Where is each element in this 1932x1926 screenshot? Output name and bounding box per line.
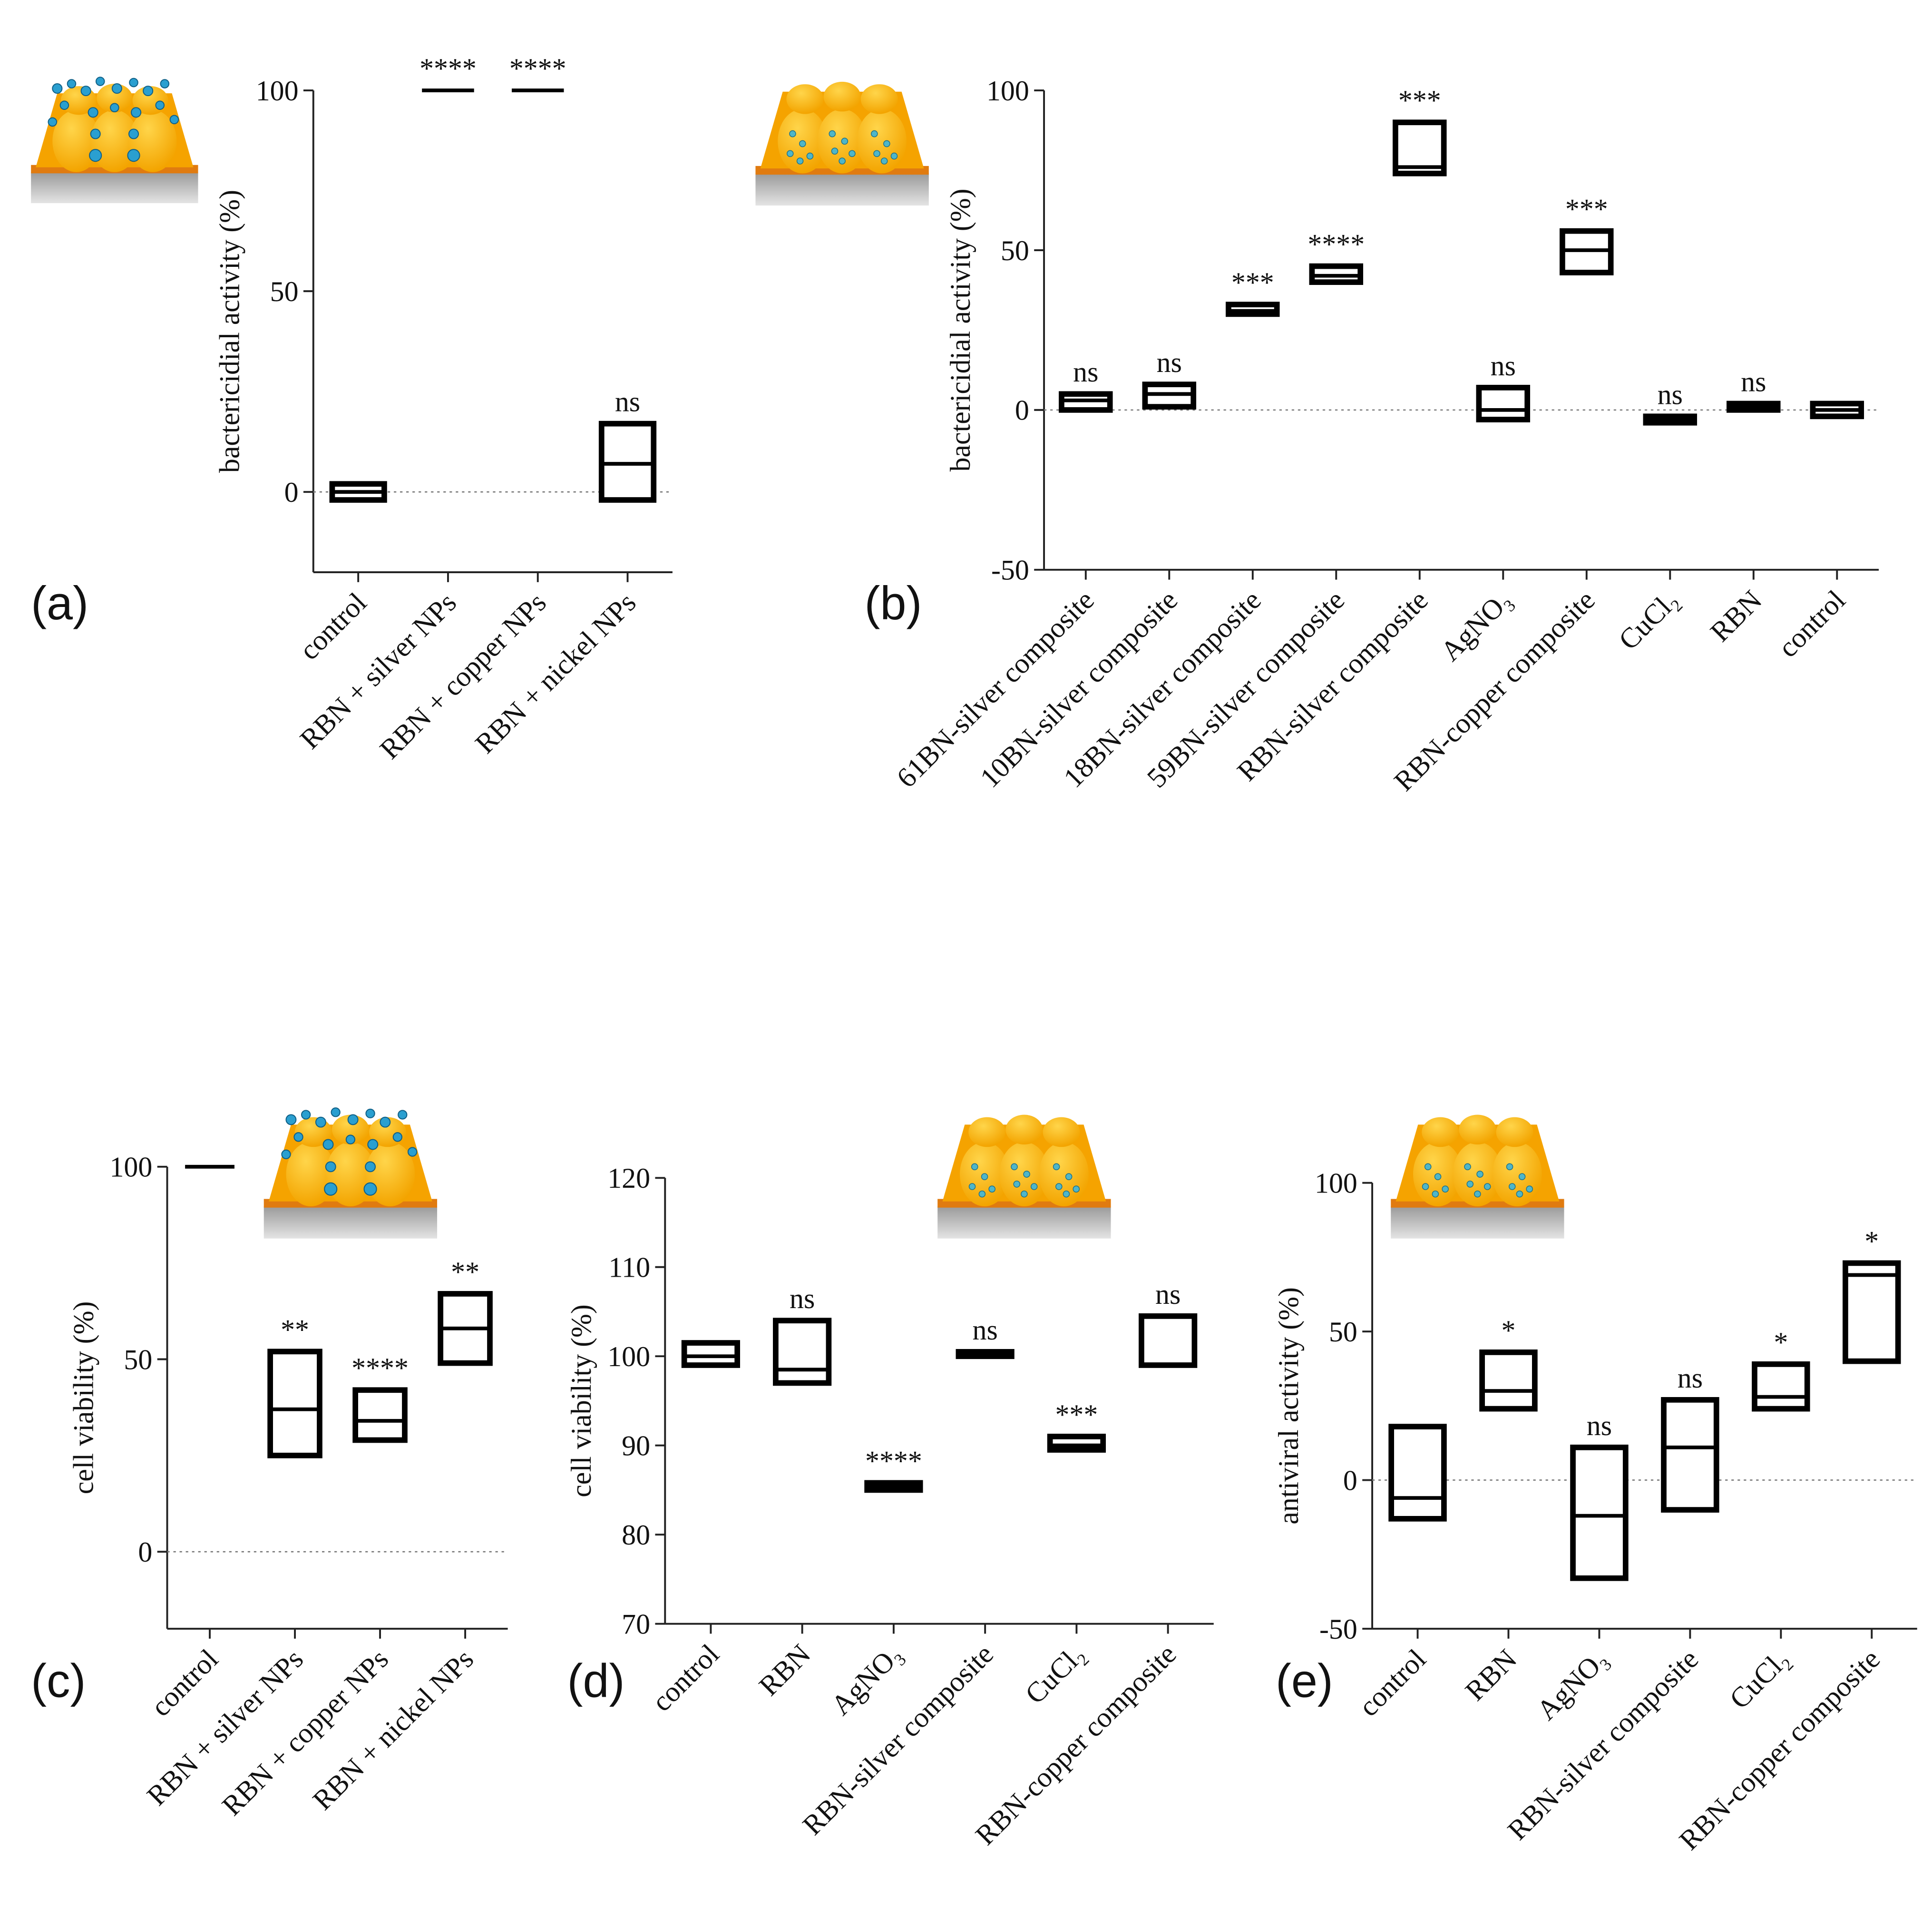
range-box xyxy=(1661,1397,1719,1513)
significance-label: **** xyxy=(420,53,477,84)
y-tick-label: 50 xyxy=(1329,1316,1357,1348)
range-box xyxy=(598,420,657,503)
y-tick-label: 100 xyxy=(986,75,1029,107)
illustration xyxy=(1391,1115,1564,1239)
significance-label: *** xyxy=(1565,194,1608,225)
y-tick-label: 0 xyxy=(1343,1465,1357,1496)
x-tick-label: control xyxy=(145,1643,224,1722)
range-box xyxy=(1139,1313,1198,1368)
y-axis-label: bactericidial activity (%) xyxy=(945,188,976,471)
y-axis-label: cell viability (%) xyxy=(68,1301,99,1495)
x-tick-label: RBN + copper NPs xyxy=(374,587,552,765)
significance-label: ns xyxy=(1658,379,1683,410)
range-box xyxy=(1570,1445,1629,1581)
x-tick-label: CuCl₂ xyxy=(1019,1638,1091,1710)
x-tick-label: AgNO₃ xyxy=(1434,584,1517,667)
x-tick-label: AgNO₃ xyxy=(825,1638,908,1721)
significance-label: ns xyxy=(1678,1362,1703,1394)
x-tick-label: CuCl₂ xyxy=(1612,584,1684,656)
y-tick-label: 50 xyxy=(1001,235,1029,266)
significance-label: **** xyxy=(351,1352,409,1384)
y-axis-label: antiviral activity (%) xyxy=(1273,1287,1304,1525)
significance-label: **** xyxy=(1308,229,1365,260)
y-tick-label: 80 xyxy=(622,1519,650,1551)
y-tick-label: 110 xyxy=(608,1252,650,1283)
panel-label: (e) xyxy=(1276,1654,1333,1707)
x-tick-label: control xyxy=(1772,584,1852,664)
significance-label: ns xyxy=(790,1283,815,1314)
illustration xyxy=(31,77,198,204)
x-tick-label: RBN + nickel NPs xyxy=(307,1643,479,1816)
y-tick-label: 100 xyxy=(256,75,299,107)
x-tick-label: RBN + nickel NPs xyxy=(469,587,642,759)
range-box xyxy=(1476,384,1531,422)
illustration xyxy=(937,1115,1111,1239)
range-box xyxy=(773,1318,832,1386)
panel-label: (a) xyxy=(31,577,88,629)
x-tick-label: RBN xyxy=(1459,1643,1523,1707)
x-tick-label: control xyxy=(1353,1643,1432,1722)
range-box xyxy=(1388,1424,1447,1522)
illustration xyxy=(755,81,929,206)
panel-label: (b) xyxy=(864,577,922,629)
y-axis-label: cell viability (%) xyxy=(566,1304,597,1497)
range-box xyxy=(1752,1361,1810,1412)
y-axis-label: bactericidial activity (%) xyxy=(214,190,245,473)
significance-label: *** xyxy=(1231,267,1274,298)
y-tick-label: 50 xyxy=(270,276,299,307)
significance-label: ns xyxy=(1587,1410,1612,1441)
y-tick-label: 50 xyxy=(124,1344,152,1375)
y-tick-label: 100 xyxy=(607,1341,650,1372)
y-tick-label: 120 xyxy=(607,1163,650,1194)
range-box xyxy=(1393,119,1447,176)
range-box xyxy=(1843,1260,1901,1364)
significance-label: *** xyxy=(1055,1399,1098,1430)
range-box xyxy=(681,1340,741,1368)
y-tick-label: 70 xyxy=(622,1608,650,1640)
significance-label: ** xyxy=(451,1256,479,1288)
range-box xyxy=(1479,1349,1538,1412)
illustration xyxy=(263,1107,438,1239)
significance-label: ns xyxy=(1073,356,1098,388)
panel: 70 80 90 100 110 120 cell viability (%) (d) cont… xyxy=(566,1163,1214,1851)
y-tick-label: 90 xyxy=(622,1430,650,1462)
x-tick-label: AgNO₃ xyxy=(1531,1643,1613,1726)
range-box xyxy=(352,1387,408,1443)
y-tick-label: -50 xyxy=(1319,1613,1357,1645)
x-tick-label: control xyxy=(646,1638,725,1718)
significance-label: * xyxy=(1774,1327,1788,1358)
significance-label: ns xyxy=(1741,366,1766,397)
x-tick-label: control xyxy=(293,587,373,666)
x-tick-label: RBN + silver NPs xyxy=(141,1643,309,1811)
significance-label: ns xyxy=(1155,1279,1181,1310)
significance-label: ns xyxy=(1491,350,1516,381)
significance-label: ** xyxy=(281,1314,309,1345)
y-tick-label: 0 xyxy=(1015,395,1029,426)
x-tick-label: CuCl₂ xyxy=(1724,1643,1795,1715)
significance-label: ns xyxy=(973,1314,998,1346)
significance-label: **** xyxy=(865,1445,922,1476)
significance-label: * xyxy=(1502,1315,1516,1346)
significance-label: * xyxy=(1864,1225,1879,1257)
y-tick-label: 0 xyxy=(284,477,299,508)
y-tick-label: 100 xyxy=(109,1152,152,1183)
y-tick-label: 0 xyxy=(138,1536,152,1568)
significance-label: **** xyxy=(509,53,566,84)
panel: -50 0 50 100 antiviral activity (%) (e) contro… xyxy=(1273,1168,1917,1856)
range-box xyxy=(267,1349,322,1458)
x-tick-label: RBN xyxy=(1704,584,1768,648)
x-tick-label: RBN + silver NPs xyxy=(294,587,462,755)
y-tick-label: -50 xyxy=(991,555,1029,586)
significance-label: ns xyxy=(1157,347,1182,378)
significance-label: *** xyxy=(1398,85,1441,116)
range-box xyxy=(1047,1434,1106,1453)
significance-label: ns xyxy=(615,386,640,418)
y-tick-label: 100 xyxy=(1315,1168,1357,1199)
panel-label: (d) xyxy=(567,1654,625,1707)
x-tick-label: RBN xyxy=(753,1638,817,1702)
panel-label: (c) xyxy=(31,1654,86,1707)
